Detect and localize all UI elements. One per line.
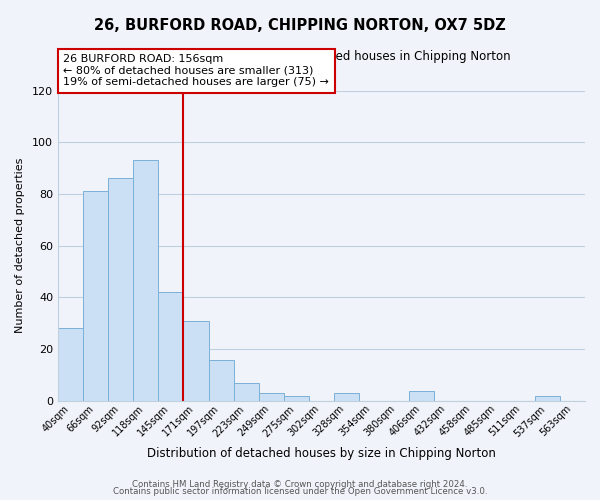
Bar <box>108 178 133 401</box>
Text: Contains HM Land Registry data © Crown copyright and database right 2024.: Contains HM Land Registry data © Crown c… <box>132 480 468 489</box>
Bar <box>535 396 560 401</box>
Title: Size of property relative to detached houses in Chipping Norton: Size of property relative to detached ho… <box>133 50 510 63</box>
Bar <box>133 160 158 401</box>
Bar <box>184 320 209 401</box>
Bar <box>209 360 233 401</box>
Text: 26, BURFORD ROAD, CHIPPING NORTON, OX7 5DZ: 26, BURFORD ROAD, CHIPPING NORTON, OX7 5… <box>94 18 506 32</box>
Text: 26 BURFORD ROAD: 156sqm
← 80% of detached houses are smaller (313)
19% of semi-d: 26 BURFORD ROAD: 156sqm ← 80% of detache… <box>63 54 329 88</box>
Bar <box>334 393 359 401</box>
Bar <box>58 328 83 401</box>
Bar <box>409 390 434 401</box>
Bar <box>259 393 284 401</box>
Y-axis label: Number of detached properties: Number of detached properties <box>15 158 25 334</box>
Text: Contains public sector information licensed under the Open Government Licence v3: Contains public sector information licen… <box>113 488 487 496</box>
Bar <box>158 292 184 401</box>
Bar <box>83 192 108 401</box>
Bar <box>284 396 309 401</box>
X-axis label: Distribution of detached houses by size in Chipping Norton: Distribution of detached houses by size … <box>147 447 496 460</box>
Bar <box>233 383 259 401</box>
